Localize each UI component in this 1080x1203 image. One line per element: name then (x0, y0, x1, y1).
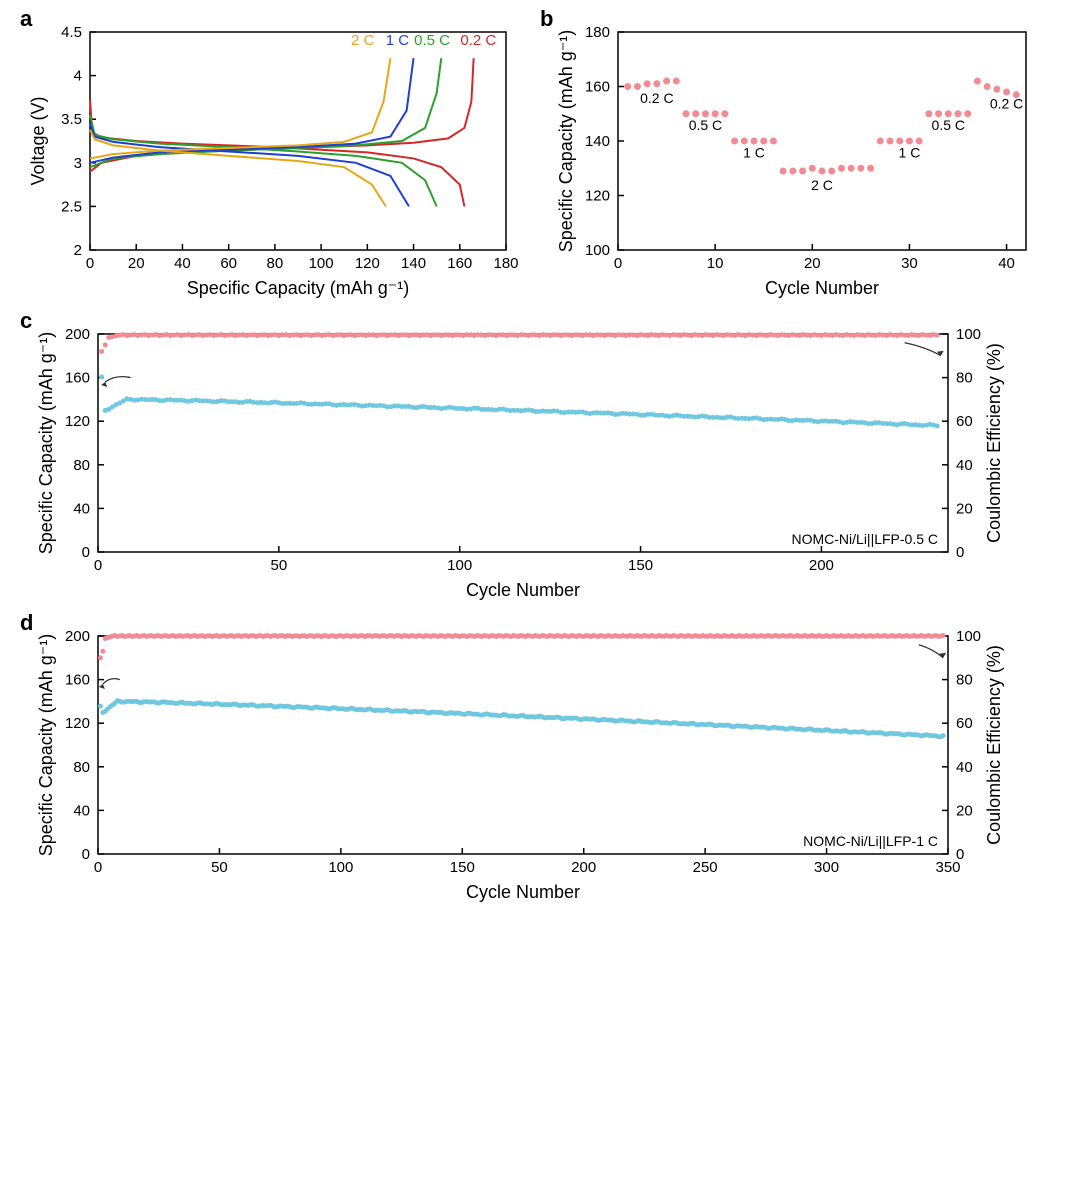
svg-text:0.2 C: 0.2 C (640, 90, 673, 106)
svg-text:0: 0 (94, 859, 102, 876)
svg-text:4.5: 4.5 (61, 24, 82, 41)
svg-text:0: 0 (86, 255, 94, 272)
svg-text:Specific Capacity (mAh g⁻¹): Specific Capacity (mAh g⁻¹) (36, 634, 56, 857)
panel-b-svg: 0 10 20 30 40 100 120 140 160 180 Cycle Number Spec… (540, 10, 1040, 300)
svg-text:0: 0 (94, 557, 102, 574)
svg-text:4: 4 (74, 68, 82, 85)
svg-text:1 C: 1 C (386, 32, 410, 49)
svg-text:50: 50 (271, 557, 288, 574)
svg-text:80: 80 (73, 759, 90, 776)
svg-text:180: 180 (493, 255, 518, 272)
svg-text:100: 100 (585, 242, 610, 259)
svg-text:20: 20 (804, 255, 821, 272)
svg-text:40: 40 (73, 802, 90, 819)
svg-text:120: 120 (65, 715, 90, 732)
svg-text:Specific Capacity (mAh g⁻¹): Specific Capacity (mAh g⁻¹) (36, 332, 56, 555)
svg-text:0.5 C: 0.5 C (932, 117, 965, 133)
panel-a: a 02040608010012014016018022.533.544.5Sp… (20, 10, 520, 300)
svg-text:160: 160 (65, 672, 90, 689)
svg-text:NOMC-Ni/Li||LFP-1 C: NOMC-Ni/Li||LFP-1 C (803, 833, 938, 849)
svg-text:60: 60 (956, 413, 973, 430)
svg-text:100: 100 (956, 628, 981, 645)
svg-text:40: 40 (956, 457, 973, 474)
svg-text:Specific Capacity (mAh g⁻¹): Specific Capacity (mAh g⁻¹) (187, 278, 410, 298)
svg-text:0: 0 (956, 846, 964, 863)
svg-text:30: 30 (901, 255, 918, 272)
svg-text:Coulombic Efficiency (%): Coulombic Efficiency (%) (984, 645, 1004, 845)
panel-a-svg: 0 20 40 60 80 100 120 140 160 180 2 2.5 3 3.5 4 4.5 Spec… (20, 10, 520, 300)
svg-text:2.5: 2.5 (61, 198, 82, 215)
svg-text:100: 100 (956, 326, 981, 343)
svg-text:Coulombic Efficiency (%): Coulombic Efficiency (%) (984, 343, 1004, 543)
svg-text:50: 50 (211, 859, 228, 876)
svg-text:200: 200 (571, 859, 596, 876)
svg-text:60: 60 (956, 715, 973, 732)
svg-text:120: 120 (585, 188, 610, 205)
svg-text:0: 0 (82, 846, 90, 863)
svg-text:NOMC-Ni/Li||LFP-0.5 C: NOMC-Ni/Li||LFP-0.5 C (791, 531, 938, 547)
svg-text:200: 200 (65, 326, 90, 343)
svg-text:1 C: 1 C (899, 144, 921, 160)
svg-text:0.5 C: 0.5 C (689, 117, 722, 133)
svg-text:0.5 C: 0.5 C (414, 32, 450, 49)
svg-text:40: 40 (174, 255, 191, 272)
svg-text:80: 80 (267, 255, 284, 272)
svg-text:80: 80 (956, 370, 973, 387)
svg-text:3.5: 3.5 (61, 111, 82, 128)
panel-b: b 010203040100120140160180Cycle NumberSp… (540, 10, 1040, 300)
svg-text:140: 140 (401, 255, 426, 272)
svg-text:100: 100 (447, 557, 472, 574)
svg-text:2 C: 2 C (351, 32, 375, 49)
svg-text:160: 160 (65, 370, 90, 387)
svg-text:Cycle Number: Cycle Number (466, 580, 580, 600)
panel-c-label: c (20, 308, 32, 334)
svg-text:20: 20 (956, 500, 973, 517)
svg-text:100: 100 (309, 255, 334, 272)
svg-text:3: 3 (74, 155, 82, 172)
panel-c-svg: 0 50 100 150 200 0 40 80 120 160 200 0 20 40 60 80 100 Cy… (20, 312, 1020, 602)
panel-a-label: a (20, 6, 32, 32)
svg-text:100: 100 (328, 859, 353, 876)
svg-text:Specific Capacity (mAh g⁻¹): Specific Capacity (mAh g⁻¹) (556, 30, 576, 253)
svg-text:120: 120 (65, 413, 90, 430)
svg-text:200: 200 (65, 628, 90, 645)
svg-text:40: 40 (956, 759, 973, 776)
svg-text:80: 80 (73, 457, 90, 474)
svg-text:40: 40 (998, 255, 1015, 272)
svg-text:2 C: 2 C (811, 177, 833, 193)
panel-d-svg: 0501001502002503003500408012016020002040… (20, 614, 1020, 904)
svg-text:40: 40 (73, 500, 90, 517)
svg-text:0: 0 (82, 544, 90, 561)
svg-text:Voltage (V): Voltage (V) (28, 96, 48, 185)
svg-text:140: 140 (585, 133, 610, 150)
svg-text:150: 150 (628, 557, 653, 574)
svg-text:20: 20 (956, 802, 973, 819)
svg-text:120: 120 (355, 255, 380, 272)
svg-text:300: 300 (814, 859, 839, 876)
svg-text:0.2 C: 0.2 C (990, 95, 1023, 111)
panel-d: d 05010015020025030035004080120160200020… (20, 614, 1060, 904)
svg-text:Cycle Number: Cycle Number (466, 882, 580, 902)
svg-text:250: 250 (693, 859, 718, 876)
svg-text:60: 60 (220, 255, 237, 272)
svg-text:Cycle Number: Cycle Number (765, 278, 879, 298)
svg-text:80: 80 (956, 672, 973, 689)
figure-root: a 02040608010012014016018022.533.544.5Sp… (0, 0, 1080, 924)
svg-text:2: 2 (74, 242, 82, 259)
svg-text:0: 0 (956, 544, 964, 561)
svg-text:160: 160 (447, 255, 472, 272)
svg-text:180: 180 (585, 24, 610, 41)
svg-text:1 C: 1 C (743, 144, 765, 160)
svg-text:0.2 C: 0.2 C (460, 32, 496, 49)
panel-c: c 05010015020004080120160200020406080100… (20, 312, 1060, 602)
svg-text:0: 0 (614, 255, 622, 272)
svg-text:150: 150 (450, 859, 475, 876)
svg-text:20: 20 (128, 255, 145, 272)
panel-b-label: b (540, 6, 553, 32)
svg-text:160: 160 (585, 79, 610, 96)
svg-text:200: 200 (809, 557, 834, 574)
panel-d-label: d (20, 610, 33, 636)
svg-text:10: 10 (707, 255, 724, 272)
